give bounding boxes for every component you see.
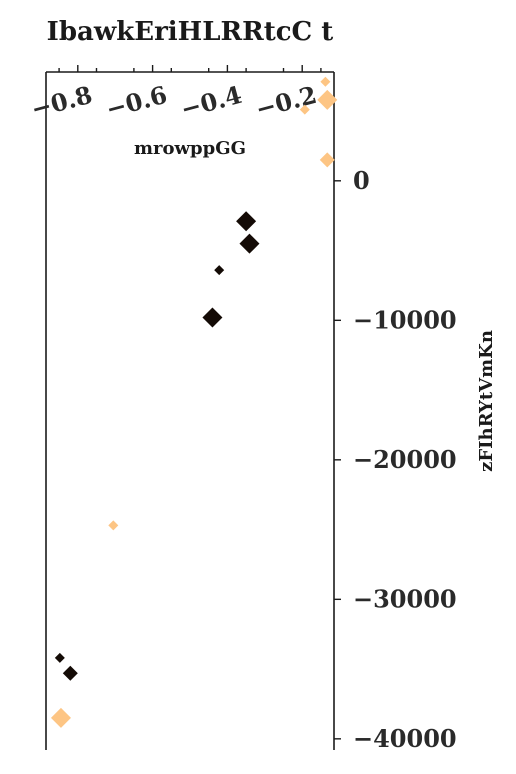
x-axis-ticks: −0.8 −0.6 −0.4 −0.2	[28, 65, 322, 124]
y-tick-label: −20000	[353, 445, 457, 474]
data-point-dark	[62, 665, 78, 681]
data-point-dark	[54, 652, 65, 663]
data-point-light	[317, 89, 338, 110]
data-point-light	[108, 520, 119, 531]
axes-spines	[45, 71, 335, 750]
data-point-light	[320, 76, 331, 87]
data-point-light	[319, 152, 335, 168]
x-tick-label: −0.8	[28, 80, 95, 124]
data-point-dark	[236, 211, 257, 232]
data-points	[50, 76, 338, 728]
x-tick-label: −0.2	[252, 80, 319, 124]
y-axis-label: zFIhRYtVmKn	[476, 330, 497, 472]
x-tick-label: −0.4	[178, 80, 245, 124]
chart-title: IbawkEriHLRRtcC t	[47, 17, 334, 47]
data-point-light	[299, 104, 310, 115]
y-tick-label: −40000	[353, 724, 457, 753]
y-tick-label: −10000	[353, 305, 457, 334]
x-tick-label: −0.6	[103, 80, 170, 124]
data-point-dark	[202, 307, 223, 328]
data-point-dark	[239, 233, 260, 254]
y-tick-label: −30000	[353, 584, 457, 613]
x-axis-label: mrowppGG	[134, 138, 246, 159]
data-point-dark	[214, 265, 225, 276]
y-axis-ticks: 0 −10000 −20000 −30000 −40000	[334, 166, 457, 753]
data-point-light	[50, 707, 71, 728]
y-tick-label: 0	[353, 166, 370, 195]
